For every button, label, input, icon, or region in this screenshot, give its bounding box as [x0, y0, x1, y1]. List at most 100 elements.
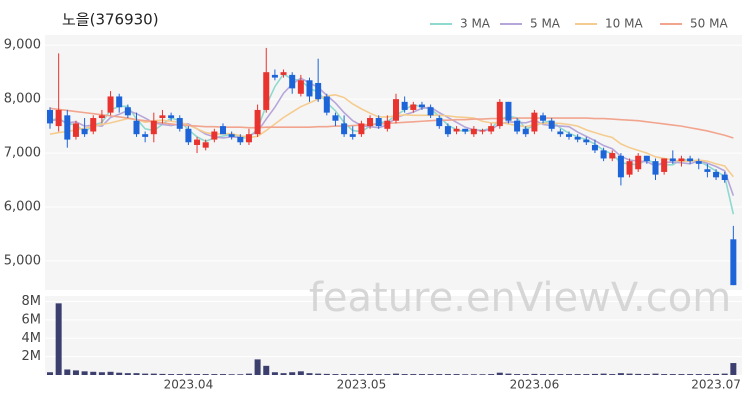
candle-body	[695, 161, 702, 164]
candle-body	[271, 74, 278, 78]
candle-body	[176, 118, 183, 129]
volume-bar	[202, 374, 209, 375]
volume-bar	[566, 374, 572, 375]
candle-body	[124, 107, 131, 116]
volume-bar	[600, 373, 607, 375]
volume-bar	[220, 374, 226, 375]
candle-body	[349, 134, 356, 137]
candle-body	[531, 112, 538, 132]
volume-bar	[237, 374, 244, 375]
volume-bar	[263, 365, 270, 375]
legend-label: 50 MA	[690, 17, 728, 31]
candle-body	[280, 72, 287, 75]
candle-body	[453, 128, 460, 132]
y-tick-label: 8M	[22, 294, 42, 309]
candle-body	[332, 115, 339, 121]
candle-body	[98, 115, 105, 119]
candle-body	[643, 155, 650, 162]
volume-bar	[194, 374, 201, 375]
volume-bar	[280, 373, 287, 375]
volume-bar	[652, 373, 659, 375]
candle-body	[488, 126, 495, 132]
volume-bar	[271, 372, 278, 375]
candle-body	[289, 74, 296, 89]
candle-body	[323, 96, 330, 113]
volume-bar	[168, 374, 175, 375]
candle-body	[505, 101, 512, 121]
candle-body	[678, 158, 685, 162]
volume-bar	[721, 373, 728, 375]
candle-body	[635, 155, 642, 170]
volume-bar	[514, 374, 521, 375]
candle-body	[401, 101, 408, 110]
volume-bar	[574, 374, 581, 375]
price-plot-area	[45, 35, 742, 290]
legend-label: 5 MA	[530, 17, 561, 31]
volume-bar	[315, 373, 322, 375]
candle-body	[436, 118, 443, 127]
ma-line	[49, 107, 734, 139]
volume-bar	[393, 373, 399, 375]
volume-bar	[444, 374, 451, 375]
volume-bar	[185, 373, 192, 375]
candle-body	[566, 134, 572, 137]
volume-bar	[176, 374, 183, 375]
candle-body	[591, 144, 598, 151]
volume-bar	[617, 373, 624, 375]
volume-bar	[418, 374, 425, 375]
volume-bar	[488, 374, 495, 375]
volume-bar	[410, 374, 417, 375]
volume-bar	[505, 373, 512, 375]
volume-bar	[254, 359, 261, 375]
candle-body	[142, 134, 149, 137]
volume-bar	[496, 372, 503, 375]
candle-body	[185, 128, 192, 143]
volume-bar	[695, 374, 702, 375]
legend-label: 10 MA	[605, 17, 643, 31]
candle-body	[393, 99, 399, 121]
volume-bar	[289, 372, 296, 375]
x-tick-label: 2023.05	[337, 378, 387, 392]
volume-bar	[81, 371, 88, 375]
candle-body	[254, 109, 261, 135]
candle-body	[704, 169, 711, 172]
volume-bar	[72, 370, 79, 375]
candle-body	[418, 104, 425, 108]
volume-bar	[713, 373, 720, 375]
volume-bar	[64, 369, 71, 375]
volume-bar	[323, 373, 330, 375]
candle-body	[548, 120, 555, 129]
candle-body	[574, 136, 581, 140]
y-tick-label: 6M	[22, 312, 42, 327]
volume-bar	[704, 374, 711, 375]
candle-body	[444, 126, 451, 135]
candle-body	[410, 104, 417, 110]
candle-body	[375, 118, 382, 127]
volume-bar	[98, 372, 105, 375]
y-tick-label: 5,000	[4, 253, 41, 268]
volume-bar	[531, 373, 538, 375]
volume-plot-area	[45, 296, 742, 375]
volume-bar	[730, 363, 737, 375]
candle-body	[47, 109, 53, 124]
volume-bar	[470, 374, 477, 375]
volume-bar	[427, 374, 434, 375]
candle-body	[522, 128, 529, 135]
y-tick-label: 8,000	[4, 92, 41, 107]
volume-bar	[358, 374, 365, 375]
candle-body	[626, 161, 633, 175]
volume-bar	[384, 374, 391, 375]
volume-bar	[548, 374, 555, 375]
candle-body	[470, 128, 477, 135]
volume-bar	[635, 373, 642, 375]
candle-body	[713, 171, 720, 178]
volume-bar	[159, 373, 166, 375]
volume-bar	[479, 374, 486, 375]
chart-title: 노을(376930)	[62, 11, 159, 29]
volume-bar	[142, 373, 149, 375]
volume-bar	[47, 372, 53, 375]
volume-bar	[669, 374, 676, 375]
candle-body	[730, 239, 737, 286]
candle-body	[168, 115, 175, 119]
y-tick-label: 9,000	[4, 38, 41, 53]
